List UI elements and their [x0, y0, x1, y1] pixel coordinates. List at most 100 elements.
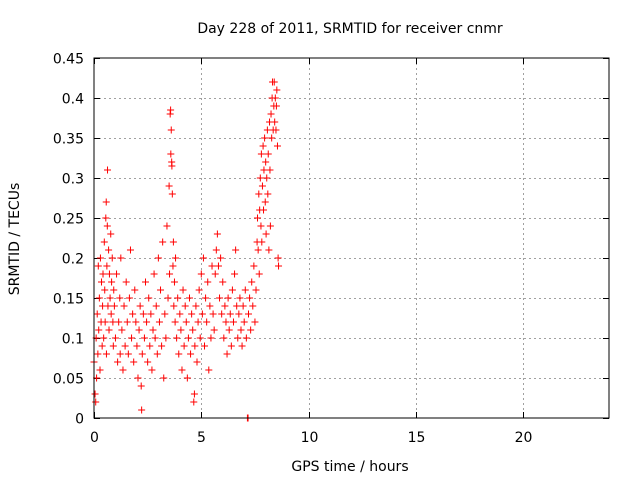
data-point: [111, 334, 119, 342]
data-point: [214, 262, 222, 270]
data-point: [254, 214, 262, 222]
data-point: [158, 342, 166, 350]
data-point: [169, 238, 177, 246]
data-point: [260, 166, 268, 174]
data-point: [160, 374, 168, 382]
x-axis-label: GPS time / hours: [291, 459, 408, 475]
data-point: [177, 326, 185, 334]
data-point: [105, 326, 113, 334]
data-point: [173, 334, 181, 342]
data-point: [212, 246, 220, 254]
data-point: [138, 406, 146, 414]
data-point: [116, 294, 124, 302]
data-point: [183, 374, 191, 382]
data-point: [95, 326, 103, 334]
data-point: [120, 302, 128, 310]
data-point: [220, 334, 228, 342]
data-point: [205, 366, 213, 374]
data-point: [137, 382, 145, 390]
data-point: [199, 254, 207, 262]
data-point: [167, 126, 175, 134]
data-point: [258, 238, 266, 246]
data-point: [159, 238, 167, 246]
data-point: [166, 270, 174, 278]
data-point: [219, 278, 227, 286]
data-point: [242, 334, 250, 342]
data-point: [271, 94, 279, 102]
data-point: [136, 302, 144, 310]
data-point: [108, 278, 116, 286]
x-tick-label: 15: [408, 430, 426, 446]
data-point: [203, 318, 211, 326]
data-point: [115, 318, 123, 326]
data-point: [272, 126, 280, 134]
data-point: [102, 350, 110, 358]
data-point: [152, 302, 160, 310]
data-point: [189, 326, 197, 334]
data-point: [236, 294, 244, 302]
data-point: [106, 294, 114, 302]
chart-title: Day 228 of 2011, SRMTID for receiver cnm…: [197, 21, 503, 37]
data-point: [190, 390, 198, 398]
y-tick-label: 0.25: [53, 212, 84, 228]
data-point: [266, 222, 274, 230]
data-point: [155, 318, 163, 326]
data-point: [168, 190, 176, 198]
data-point: [263, 174, 271, 182]
data-point: [216, 294, 224, 302]
data-point: [146, 342, 154, 350]
y-tick-label: 0.1: [62, 332, 84, 348]
data-point: [102, 198, 110, 206]
data-point: [273, 86, 281, 94]
data-point: [229, 318, 237, 326]
data-point: [180, 342, 188, 350]
y-tick-label: 0.15: [53, 292, 84, 308]
data-point: [110, 302, 118, 310]
data-point: [110, 286, 118, 294]
data-point: [126, 246, 134, 254]
data-point: [135, 326, 143, 334]
data-point: [130, 358, 138, 366]
data-point: [93, 310, 101, 318]
data-point: [99, 270, 107, 278]
data-point: [121, 342, 129, 350]
data-point: [134, 374, 142, 382]
data-point: [250, 262, 258, 270]
data-point: [98, 342, 106, 350]
data-point: [122, 278, 130, 286]
data-point: [139, 310, 147, 318]
data-point: [272, 102, 280, 110]
data-point: [123, 318, 131, 326]
axis-ticks: 0 0.05 0.1 0.15 0.2 0.25 0.3 0.35 0.4 0.45 0 5 10 15 2…: [53, 52, 609, 446]
data-point: [104, 302, 112, 310]
data-point: [197, 270, 205, 278]
data-point: [140, 334, 148, 342]
data-point: [271, 118, 279, 126]
data-point: [267, 110, 275, 118]
data-point: [254, 246, 262, 254]
data-point: [241, 286, 249, 294]
data-point: [245, 310, 252, 318]
data-point: [133, 342, 141, 350]
data-point: [143, 318, 151, 326]
data-point: [100, 238, 108, 246]
data-point: [105, 270, 113, 278]
x-tick-label: 5: [197, 430, 206, 446]
data-point: [264, 190, 272, 198]
data-point: [125, 294, 133, 302]
data-point: [138, 350, 146, 358]
data-point: [179, 286, 187, 294]
data-point: [169, 262, 177, 270]
data-point: [107, 230, 115, 238]
data-point: [268, 134, 276, 142]
data-point: [210, 326, 218, 334]
data-point: [207, 334, 215, 342]
data-point: [264, 150, 272, 158]
data-point: [116, 350, 124, 358]
data-point: [185, 294, 193, 302]
data-point: [163, 222, 171, 230]
data-point: [246, 294, 254, 302]
data-point: [270, 78, 278, 86]
data-point: [261, 198, 269, 206]
data-point: [181, 302, 189, 310]
